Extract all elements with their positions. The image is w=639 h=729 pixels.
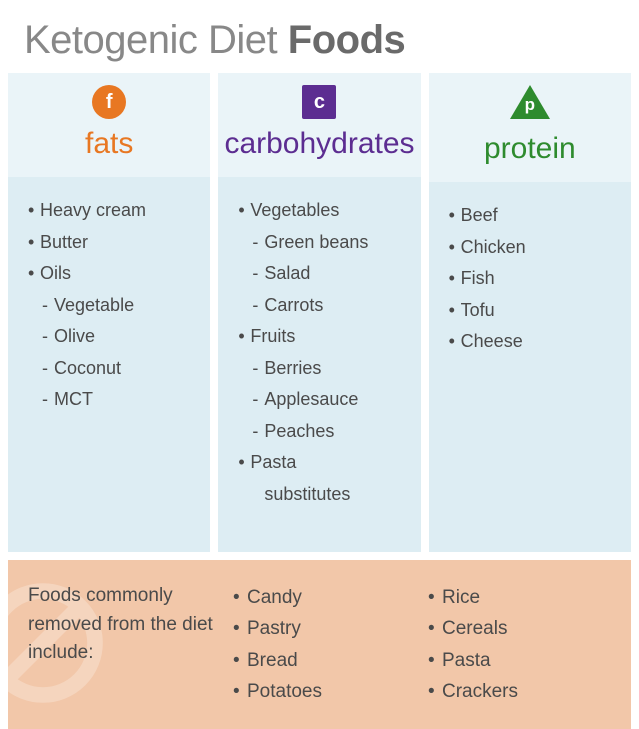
list-item: Tofu: [449, 295, 623, 327]
list-item: Pastry: [233, 613, 428, 644]
list-item: Peaches: [238, 416, 412, 448]
list-item: Rice: [428, 582, 623, 613]
list-item: Bread: [233, 645, 428, 676]
column-header: c carbohydrates: [218, 73, 420, 177]
list-item: Oils: [28, 258, 202, 290]
page-title: Ketogenic Diet Foods: [0, 0, 639, 73]
column-body: Heavy creamButterOilsVegetableOliveCocon…: [8, 177, 210, 552]
list-item: Crackers: [428, 676, 623, 707]
title-light: Ketogenic Diet: [24, 18, 288, 62]
list-item: Potatoes: [233, 676, 428, 707]
fats-icon: f: [92, 85, 126, 119]
column-header: p protein: [429, 73, 631, 182]
list-item: Fish: [449, 263, 623, 295]
list-item: Berries: [238, 353, 412, 385]
list-item: Pasta: [238, 447, 412, 479]
column-carbohydrates: c carbohydrates VegetablesGreen beansSalad…: [218, 73, 420, 552]
list-item: Green beans: [238, 227, 412, 259]
title-bold: Foods: [288, 18, 405, 62]
list-item: Pasta: [428, 645, 623, 676]
column-label: protein: [429, 132, 631, 166]
list-item: Cheese: [449, 326, 623, 358]
list-item: Heavy cream: [28, 195, 202, 227]
infographic-container: Ketogenic Diet Foods f fats Heavy creamBut…: [0, 0, 639, 714]
list-item: MCT: [28, 384, 202, 416]
removed-col-1: CandyPastryBreadPotatoes: [233, 582, 428, 707]
list-item: Vegetables: [238, 195, 412, 227]
list-item: Carrots: [238, 290, 412, 322]
column-body: VegetablesGreen beansSaladCarrotsFruitsB…: [218, 177, 420, 552]
removed-label: Foods commonly removed from the diet inc…: [28, 582, 233, 707]
list-item: Candy: [233, 582, 428, 613]
list-item: substitutes: [238, 479, 412, 511]
column-label: fats: [8, 127, 210, 161]
list-item: Chicken: [449, 232, 623, 264]
list-item: Butter: [28, 227, 202, 259]
list-item: Vegetable: [28, 290, 202, 322]
column-label: carbohydrates: [218, 127, 420, 161]
column-header: f fats: [8, 73, 210, 177]
list-item: Coconut: [28, 353, 202, 385]
columns-row: f fats Heavy creamButterOilsVegetableOlive…: [0, 73, 639, 552]
list-item: Applesauce: [238, 384, 412, 416]
list-item: Salad: [238, 258, 412, 290]
protein-icon: p: [510, 85, 550, 119]
column-fats: f fats Heavy creamButterOilsVegetableOlive…: [8, 73, 210, 552]
carbohydrates-icon: c: [302, 85, 336, 119]
column-protein: p protein BeefChickenFishTofuCheese: [429, 73, 631, 552]
list-item: Beef: [449, 200, 623, 232]
list-item: Fruits: [238, 321, 412, 353]
column-body: BeefChickenFishTofuCheese: [429, 182, 631, 552]
list-item: Olive: [28, 321, 202, 353]
removed-section: Foods commonly removed from the diet inc…: [8, 560, 631, 729]
removed-col-2: RiceCerealsPastaCrackers: [428, 582, 623, 707]
list-item: Cereals: [428, 613, 623, 644]
